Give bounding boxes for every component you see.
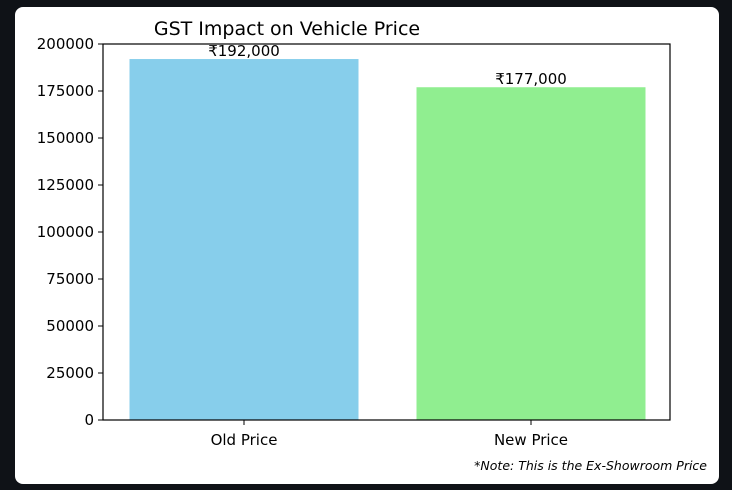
data-label: ₹192,000 [208,42,280,60]
bar-old-price [129,59,359,420]
y-tick-label: 50000 [46,317,94,335]
chart-title: GST Impact on Vehicle Price [154,18,420,40]
y-tick-label: 75000 [46,270,94,288]
y-tick-label: 0 [84,411,94,429]
y-tick-label: 25000 [46,364,94,382]
chart-annotation: *Note: This is the Ex-Showroom Price [474,458,707,473]
y-tick-label: 100000 [37,223,94,241]
chart-card: GST Impact on Vehicle Price ₹192,000 Old … [15,7,719,484]
data-label: ₹177,000 [495,70,567,88]
x-tick-label: New Price [494,431,568,449]
bar-new-price [416,87,646,421]
y-tick-label: 150000 [37,129,94,147]
y-tick-label: 125000 [37,176,94,194]
bar-chart: GST Impact on Vehicle Price ₹192,000 Old … [37,18,708,473]
y-tick-label: 200000 [37,35,94,53]
x-tick-label: Old Price [211,431,278,449]
plot-frame [102,43,671,421]
y-tick-label: 175000 [37,82,94,100]
